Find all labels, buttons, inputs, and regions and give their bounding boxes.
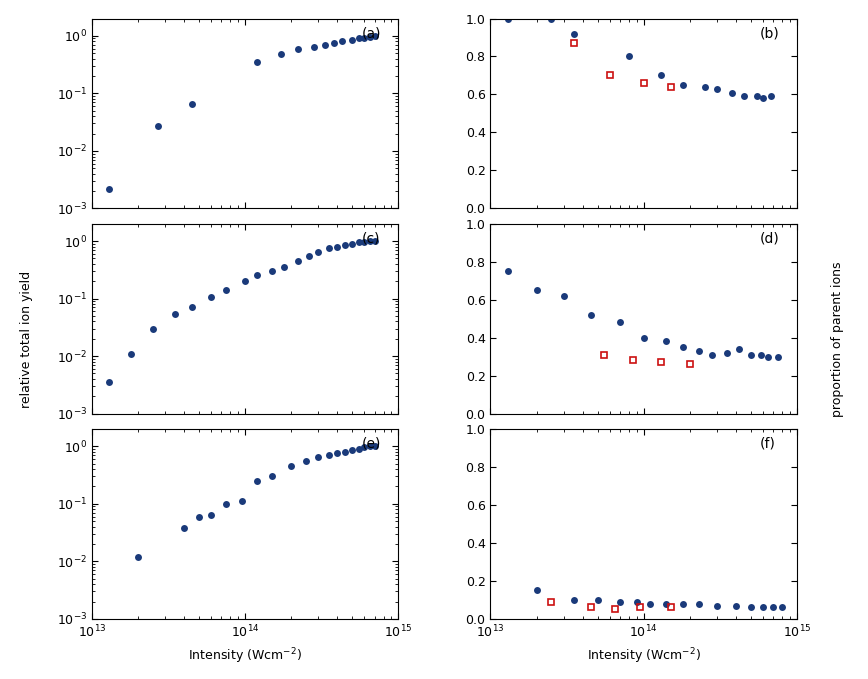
- Text: (f): (f): [760, 437, 776, 450]
- X-axis label: Intensity (Wcm$^{-2}$): Intensity (Wcm$^{-2}$): [188, 646, 302, 665]
- Text: (a): (a): [362, 26, 381, 40]
- Text: proportion of parent ions: proportion of parent ions: [832, 261, 844, 418]
- Text: relative total ion yield: relative total ion yield: [20, 271, 32, 408]
- Text: (d): (d): [760, 232, 779, 245]
- Text: (e): (e): [362, 437, 381, 450]
- Text: (c): (c): [362, 232, 380, 245]
- Text: (b): (b): [760, 26, 779, 40]
- X-axis label: Intensity (Wcm$^{-2}$): Intensity (Wcm$^{-2}$): [587, 646, 700, 665]
